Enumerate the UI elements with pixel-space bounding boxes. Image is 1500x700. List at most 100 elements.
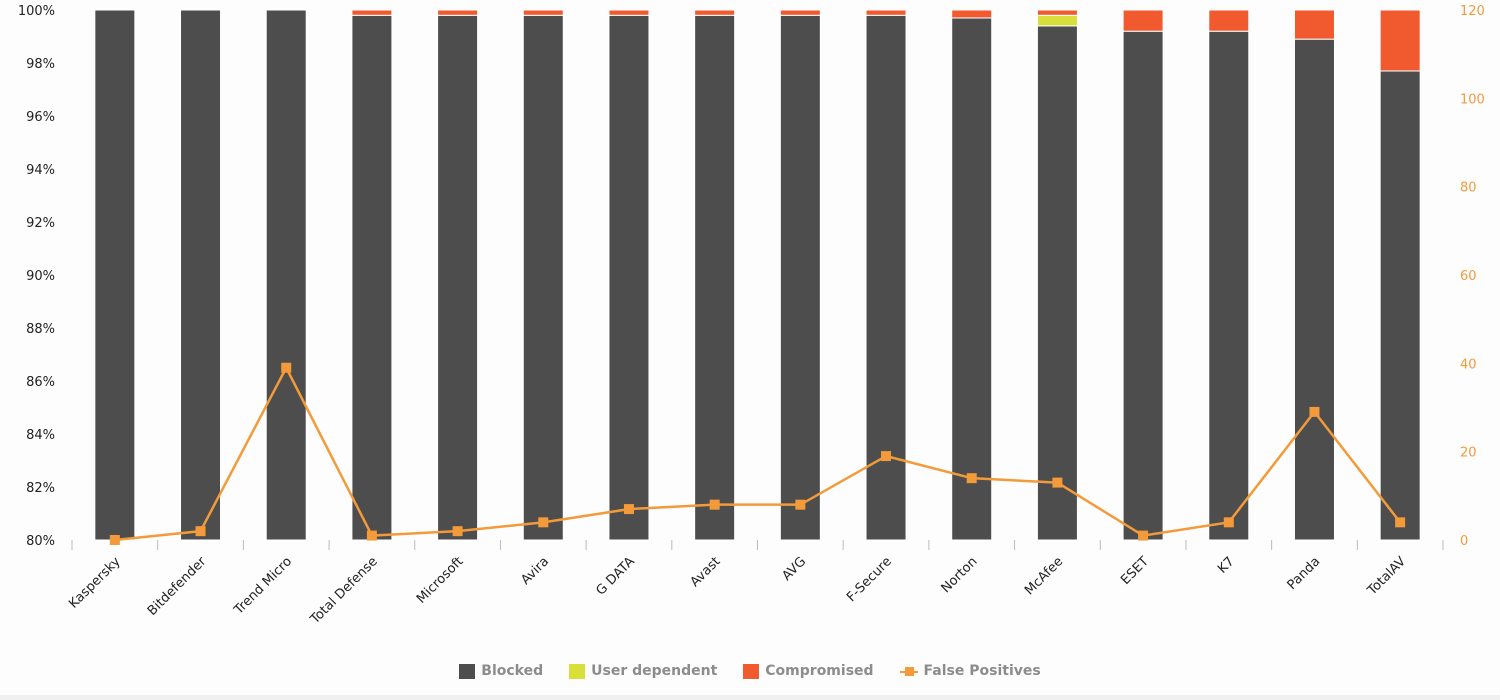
line-marker-icon (899, 664, 918, 679)
x-tick-label: Total Defense (307, 554, 381, 628)
legend-label: Blocked (481, 663, 544, 679)
x-tick-label: McAfee (1022, 554, 1066, 598)
x-tick-label: TotalAV (1364, 554, 1409, 599)
legend-item-compromised[interactable]: Compromised (743, 663, 874, 679)
y-tick-label: 94% (26, 163, 55, 178)
bar-segment-blocked[interactable] (522, 14, 564, 541)
bar-segment-compromised[interactable] (694, 9, 736, 16)
bar-segment-compromised[interactable] (951, 9, 993, 19)
y2-tick-label: 120 (1460, 4, 1485, 19)
bar-series (94, 9, 1421, 541)
false-positives-marker[interactable] (1223, 517, 1234, 528)
y-tick-label: 82% (26, 481, 55, 496)
y-tick-label: 88% (26, 322, 55, 337)
bar-segment-blocked[interactable] (865, 14, 907, 541)
blocked-swatch-icon (459, 663, 476, 679)
x-tick-label: ESET (1118, 554, 1152, 588)
legend-item-blocked[interactable]: Blocked (459, 663, 543, 679)
x-tick-label: G DATA (593, 554, 637, 598)
y2-tick-label: 20 (1460, 446, 1477, 461)
bar-segment-blocked[interactable] (94, 9, 136, 541)
y-tick-label: 96% (26, 110, 55, 125)
legend-label: False Positives (923, 663, 1041, 679)
bar-segment-blocked[interactable] (694, 14, 736, 541)
bar-segment-blocked[interactable] (180, 9, 222, 541)
bar-segment-compromised[interactable] (865, 9, 907, 16)
bar-segment-compromised[interactable] (437, 9, 479, 16)
y-tick-label: 100% (18, 4, 55, 19)
false-positives-marker[interactable] (709, 499, 720, 510)
legend: Blocked User dependent Compromised False… (0, 660, 1500, 682)
legend-label: Compromised (765, 663, 874, 679)
false-positives-marker[interactable] (366, 530, 377, 541)
bar-segment-blocked[interactable] (1036, 25, 1078, 541)
bar-segment-compromised[interactable] (1208, 9, 1250, 32)
false-positives-marker[interactable] (1309, 406, 1320, 417)
bar-segment-compromised[interactable] (608, 9, 650, 16)
bar-segment-compromised[interactable] (1293, 9, 1335, 40)
bar-segment-blocked[interactable] (951, 17, 993, 541)
false-positives-marker[interactable] (452, 526, 463, 537)
legend-item-user-dependent[interactable]: User dependent (569, 663, 717, 679)
bottom-band (0, 695, 1500, 700)
y-tick-label: 92% (26, 216, 55, 231)
bar-segment-compromised[interactable] (1379, 9, 1421, 72)
x-tick-label: Microsoft (414, 554, 466, 606)
y-axis-left: 80% 82% 84% 86% 88% 90% 92% 94% 96% 98% 100% (18, 4, 55, 549)
x-tick-label: Kaspersky (66, 554, 124, 612)
y2-tick-label: 100 (1460, 92, 1485, 107)
compromised-swatch-icon (743, 663, 760, 679)
bar-segment-compromised[interactable] (522, 9, 564, 16)
x-tick-label: Norton (939, 554, 981, 596)
y2-tick-label: 0 (1460, 534, 1468, 549)
y-tick-label: 80% (26, 534, 55, 549)
false-positives-polyline (114, 365, 1402, 542)
x-tick-label: Avast (688, 554, 724, 590)
bar-segment-blocked[interactable] (265, 9, 307, 541)
legend-item-false-positives[interactable]: False Positives (899, 663, 1041, 679)
bar-segment-blocked[interactable] (1208, 30, 1250, 541)
y-tick-label: 86% (26, 375, 55, 390)
false-positives-marker[interactable] (881, 451, 892, 462)
false-positives-marker[interactable] (281, 362, 292, 373)
bar-segment-user-dependent[interactable] (1036, 14, 1078, 27)
y-axis-right: 0 20 40 60 80 100 120 (1460, 4, 1485, 549)
x-tick-label: Panda (1285, 554, 1324, 593)
false-positives-marker[interactable] (795, 499, 806, 510)
y-tick-label: 98% (26, 57, 55, 72)
bar-segment-compromised[interactable] (351, 9, 393, 16)
bar-segment-blocked[interactable] (608, 14, 650, 541)
y-tick-label: 90% (26, 269, 55, 284)
bar-segment-blocked[interactable] (1293, 38, 1335, 541)
bar-segment-blocked[interactable] (351, 14, 393, 541)
y2-tick-label: 80 (1460, 181, 1477, 196)
x-tick-label: F-Secure (844, 554, 895, 605)
false-positives-marker[interactable] (966, 473, 977, 484)
bar-segment-compromised[interactable] (1122, 9, 1164, 32)
bar-segment-compromised[interactable] (1036, 9, 1078, 16)
y2-tick-label: 60 (1460, 269, 1477, 284)
false-positives-marker[interactable] (195, 526, 206, 537)
false-positives-marker[interactable] (1395, 517, 1406, 528)
bar-segment-blocked[interactable] (1379, 70, 1421, 541)
x-tick-label: Trend Micro (231, 554, 295, 618)
legend-label: User dependent (591, 663, 718, 679)
x-tick-label: Bitdefender (145, 554, 210, 619)
false-positives-marker[interactable] (1138, 530, 1149, 541)
y2-tick-label: 40 (1460, 357, 1477, 372)
bar-segment-blocked[interactable] (437, 14, 479, 541)
x-tick-label: Avira (518, 554, 552, 588)
x-tick-label: K7 (1215, 554, 1237, 576)
false-positives-marker[interactable] (538, 517, 549, 528)
false-positives-line (109, 362, 1406, 545)
false-positives-marker[interactable] (1052, 477, 1063, 488)
false-positives-marker[interactable] (623, 504, 634, 515)
x-axis: Kaspersky Bitdefender Trend Micro Total Def… (66, 540, 1444, 628)
y-tick-label: 84% (26, 428, 55, 443)
bar-segment-blocked[interactable] (1122, 30, 1164, 541)
bar-segment-blocked[interactable] (779, 14, 821, 541)
bar-segment-compromised[interactable] (779, 9, 821, 16)
false-positives-marker[interactable] (109, 535, 120, 545)
user-dependent-swatch-icon (569, 663, 586, 679)
